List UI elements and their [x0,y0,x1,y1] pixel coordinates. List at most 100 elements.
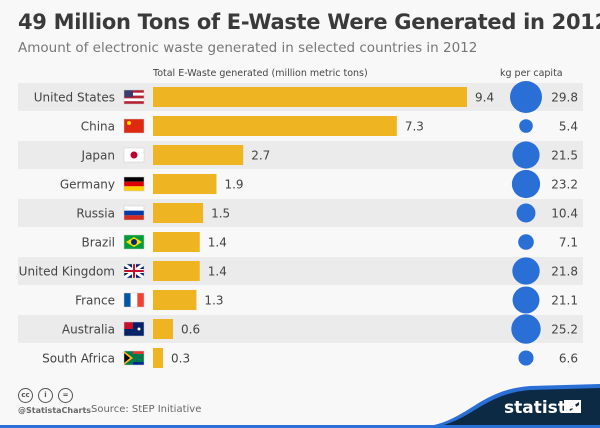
flag-icon [124,90,144,93]
bar-value-label: 0.3 [171,352,190,366]
flag-icon [124,95,144,99]
flag-border [123,89,145,105]
category-label: China [81,120,115,134]
per-capita-bubble [510,81,542,113]
flag-border [123,292,145,308]
bar [153,232,200,252]
flag-icon [124,90,133,97]
bar-value-label: 2.7 [251,149,270,163]
bar [153,319,174,339]
footer-wave-accent [430,384,600,428]
per-capita-bubble [519,119,533,133]
per-capita-value-label: 21.8 [551,265,578,279]
flag-border [123,350,145,366]
per-capita-value-label: 23.2 [551,178,578,192]
statista-logo-icon [564,400,581,413]
category-label: Brazil [82,236,116,250]
row-background [18,199,583,227]
per-capita-bubble [511,314,541,344]
bar [153,116,397,136]
flag-icon [137,293,144,307]
bar-value-label: 9.4 [475,91,494,105]
flag-icon [124,101,144,104]
flag-icon [131,239,137,245]
flag-icon [124,293,131,307]
per-capita-value-label: 10.4 [551,207,578,221]
cc-icon: cc [18,388,33,403]
category-label: Russia [76,207,115,221]
flag-border [123,263,145,279]
bar [153,145,244,165]
category-label: Japan [81,149,115,163]
bar [153,203,204,223]
flag-icon [124,181,144,187]
chart-subtitle: Amount of electronic waste generated in … [18,40,478,56]
per-capita-bubble [518,350,534,366]
flag-icon [124,92,144,96]
bar-value-label: 1.4 [208,236,227,250]
per-capita-label: kg per capita [500,68,563,79]
bar [153,87,467,107]
flag-icon [124,322,133,329]
per-capita-bubble [516,203,536,223]
bar-value-label: 1.5 [211,207,230,221]
per-capita-value-label: 7.1 [559,236,578,250]
bar-value-label: 1.9 [224,178,243,192]
bar-value-label: 1.4 [208,265,227,279]
by-icon: i [38,388,53,403]
flag-icon [130,151,138,159]
per-capita-value-label: 25.2 [551,323,578,337]
per-capita-bubble [512,141,540,169]
flag-border [123,321,145,337]
bar-value-label: 1.3 [204,294,223,308]
flag-border [123,147,145,163]
footer-wave [430,386,600,428]
category-label: Germany [60,178,115,192]
category-label: Australia [62,323,115,337]
footer-line [0,425,600,428]
per-capita-value-label: 5.4 [559,120,578,134]
flag-icon [124,98,144,102]
per-capita-bubble [512,257,540,285]
flag-border [123,234,145,250]
flag-icon [124,210,144,216]
per-capita-value-label: 6.6 [559,352,578,366]
flag-icon [124,119,144,133]
flag-border [123,118,145,134]
bar-value-label: 0.6 [181,323,200,337]
bar [153,174,217,194]
chart-title: 49 Million Tons of E-Waste Were Generate… [18,10,600,34]
footer-source: Source: StEP Initiative [91,404,202,415]
category-label: France [75,294,115,308]
flag-icon [124,351,144,365]
flag-icon [133,351,144,354]
footer-handle[interactable]: @StatistaCharts [18,406,92,415]
category-label: United Kingdom [19,265,115,279]
per-capita-value-label: 21.5 [551,149,578,163]
flag-icon [137,327,141,331]
x-axis-label: Total E-Waste generated (million metric … [153,68,368,79]
flag-icon [124,186,144,191]
per-capita-bubble [511,169,541,199]
flag-icon [124,206,144,211]
per-capita-bubble [518,234,534,250]
flag-icon [127,121,131,125]
row-background [18,141,583,169]
flag-icon [124,264,144,278]
row-background [18,315,583,343]
row-background [18,257,583,285]
per-capita-bubble [512,286,540,314]
category-label: United States [34,91,115,105]
flag-icon [124,215,144,220]
flag-icon [133,362,144,365]
per-capita-value-label: 29.8 [551,91,578,105]
per-capita-value-label: 21.1 [551,294,578,308]
bar-value-label: 7.3 [405,120,424,134]
nd-icon: = [58,388,73,403]
category-label: South Africa [42,352,115,366]
statista-logo[interactable]: statista [504,398,578,418]
flag-icon [130,293,138,307]
flag-border [123,205,145,221]
bar [153,348,164,368]
